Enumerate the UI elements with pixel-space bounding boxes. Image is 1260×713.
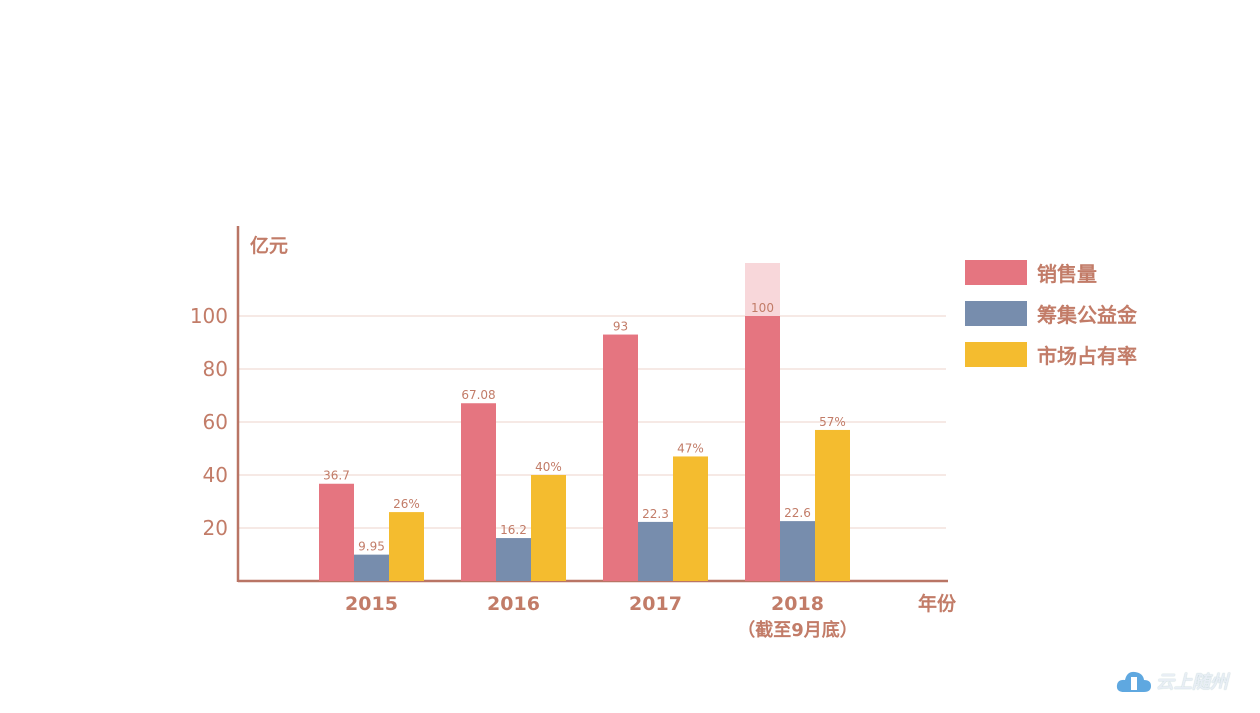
data-label: 9.95 — [358, 540, 385, 554]
x-tick-sublabel: （截至9月底） — [737, 619, 858, 641]
bar — [461, 403, 496, 581]
bar — [745, 316, 780, 581]
y-tick-label: 20 — [203, 516, 228, 540]
data-label: 40% — [535, 460, 562, 474]
data-label: 22.3 — [642, 507, 669, 521]
data-label: 67.08 — [461, 388, 495, 402]
bar — [319, 483, 354, 581]
legend-swatch — [965, 260, 1027, 285]
y-tick-label: 80 — [203, 357, 228, 381]
data-label: 22.6 — [784, 506, 811, 520]
x-tick-label: 2018 — [771, 593, 824, 615]
x-tick-label: 2017 — [629, 593, 682, 615]
data-label: 93 — [613, 320, 628, 334]
legend-swatch — [965, 301, 1027, 326]
y-tick-label: 60 — [203, 410, 228, 434]
bar — [531, 475, 566, 581]
legend-label: 筹集公益金 — [1037, 303, 1137, 327]
bar — [496, 538, 531, 581]
legend-item: 销售量 — [965, 252, 1137, 293]
legend-label: 销售量 — [1037, 262, 1097, 286]
data-label: 47% — [677, 441, 704, 455]
legend-label: 市场占有率 — [1037, 344, 1137, 368]
legend: 销售量 筹集公益金 市场占有率 — [965, 252, 1137, 375]
logo: 云上随州 — [1116, 668, 1228, 694]
x-axis-label: 年份 — [918, 592, 957, 615]
bar — [389, 512, 424, 581]
bar — [638, 521, 673, 581]
y-tick-label: 40 — [203, 463, 228, 487]
bar-extension — [745, 263, 780, 316]
bar — [673, 456, 708, 581]
data-label: 26% — [393, 497, 420, 511]
data-label: 57% — [819, 415, 846, 429]
y-axis-label: 亿元 — [250, 234, 288, 257]
cloud-logo-icon — [1116, 671, 1151, 692]
bar — [815, 429, 850, 581]
y-tick-label: 100 — [190, 304, 228, 328]
bar — [780, 521, 815, 581]
bar — [354, 554, 389, 581]
data-label: 100 — [751, 301, 774, 315]
bar — [603, 334, 638, 581]
legend-item: 筹集公益金 — [965, 293, 1137, 334]
legend-item: 市场占有率 — [965, 334, 1137, 375]
data-label: 36.7 — [323, 469, 350, 483]
data-label: 16.2 — [500, 523, 527, 537]
x-tick-label: 2016 — [487, 593, 540, 615]
logo-text: 云上随州 — [1156, 672, 1228, 693]
x-tick-label: 2015 — [345, 593, 398, 615]
legend-swatch — [965, 342, 1027, 367]
